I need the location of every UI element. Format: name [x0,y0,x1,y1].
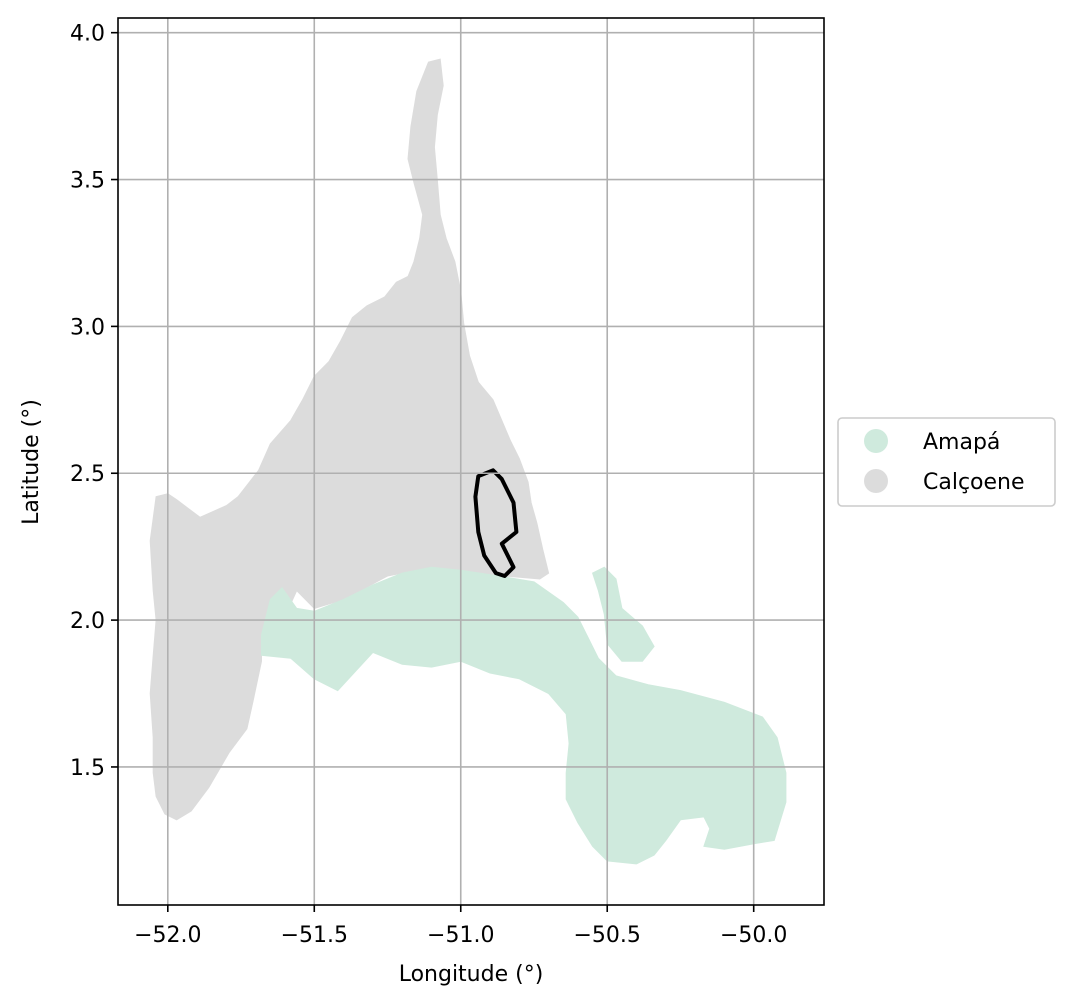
regions-layer [149,58,787,865]
y-tick-label: 1.5 [70,756,105,781]
ticks-layer: −52.0 −51.5 −51.0 −50.5 −50.0 1.5 2.0 2.5 3.0 3.5… [70,22,787,948]
x-tick-label: −50.0 [720,923,787,948]
y-tick-label: 2.0 [70,609,105,634]
region-calcoene [149,58,550,821]
highlight-outline-layer [473,468,519,578]
x-tick-label: −51.0 [427,923,494,948]
legend: Amapá Calçoene [837,417,1056,507]
legend-marker [864,469,888,493]
y-tick-label: 3.5 [70,169,105,194]
legend-marker [864,429,888,453]
y-tick-label: 3.0 [70,315,105,340]
grid-layer [118,18,824,905]
legend-label: Calçoene [923,470,1025,495]
y-tick-label: 2.5 [70,462,105,487]
legend-label: Amapá [923,430,1000,455]
y-axis-title: Latitude (°) [19,399,44,525]
x-tick-label: −52.0 [134,923,201,948]
plot-frame [117,17,825,906]
x-tick-label: −50.5 [574,923,641,948]
x-tick-label: −51.5 [281,923,348,948]
y-tick-label: 4.0 [70,22,105,47]
region-amapa [261,566,787,865]
legend-box [837,417,1056,507]
highlight-outline [473,468,519,578]
x-axis-title: Longitude (°) [399,962,544,987]
